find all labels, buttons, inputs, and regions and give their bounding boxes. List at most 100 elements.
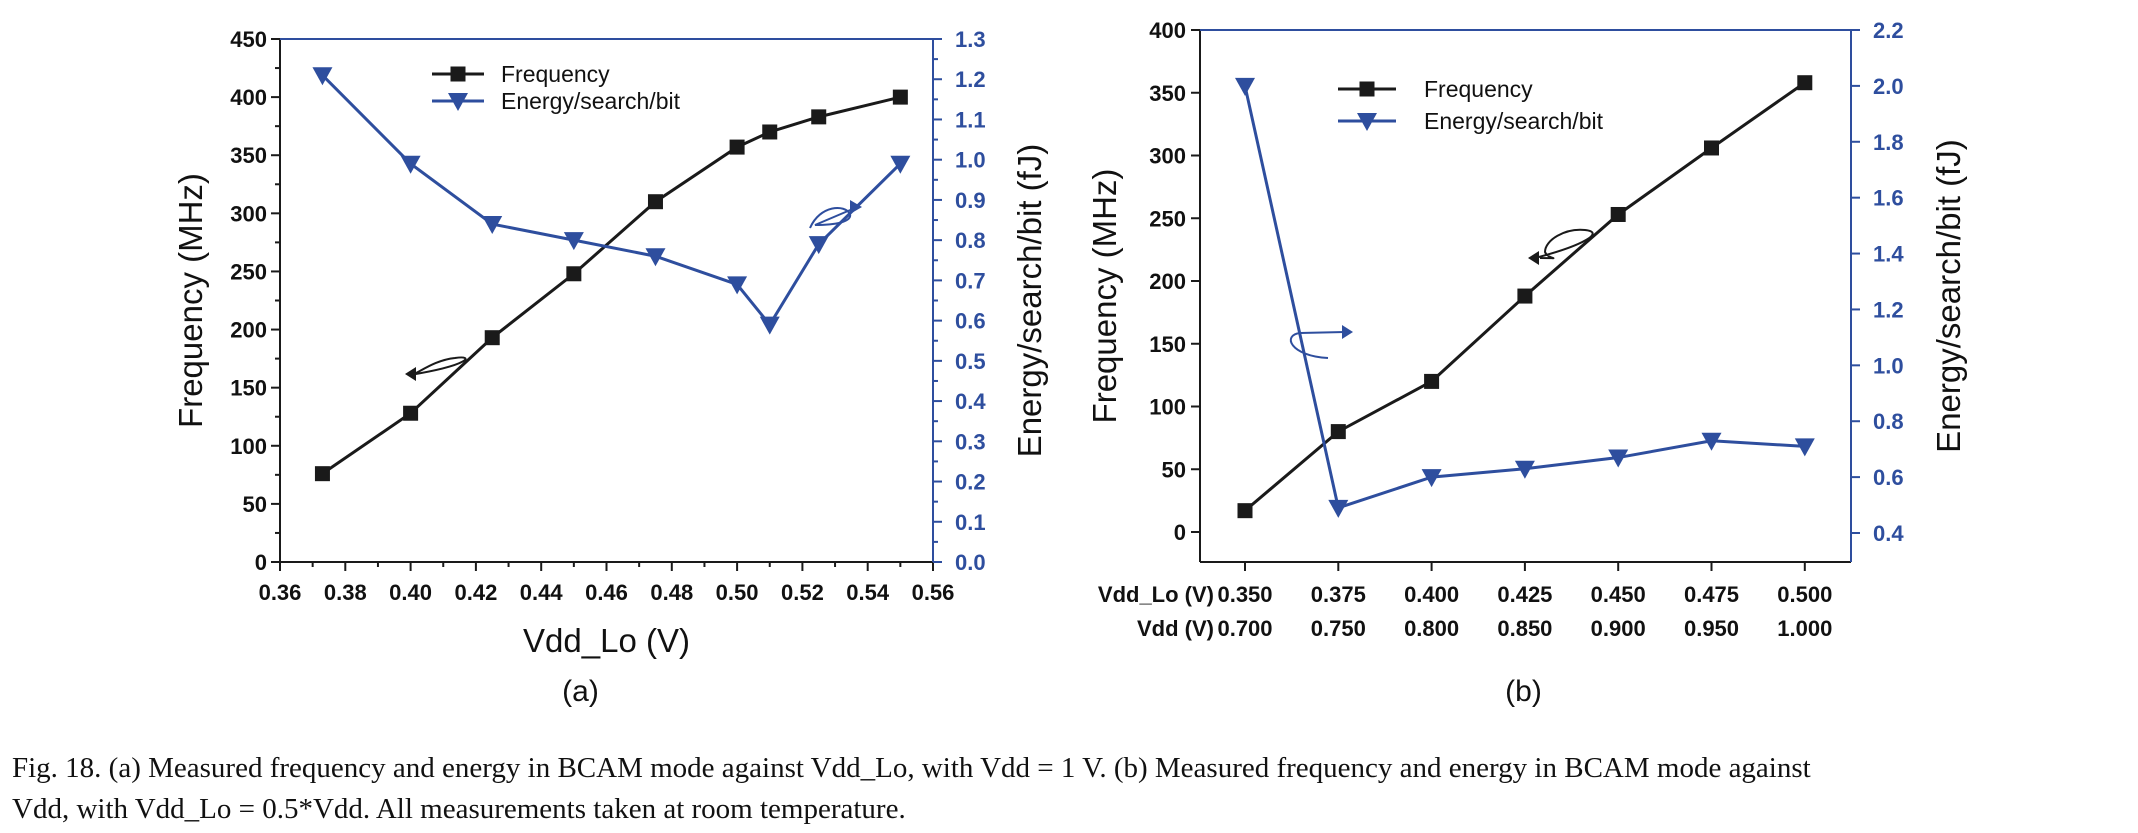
y-tick-label: 0 [1174, 520, 1186, 545]
x-tick-label: 0.56 [912, 580, 955, 605]
frequency-point [892, 89, 908, 105]
y2-tick-label: 0.5 [955, 349, 986, 374]
y-tick-label: 150 [230, 376, 267, 401]
y2-tick-label: 0.4 [1873, 521, 1904, 546]
x-tick-label: 0.38 [324, 580, 367, 605]
x-tick-label: 0.46 [585, 580, 628, 605]
energy-point [727, 276, 748, 295]
legend-energy-label: Energy/search/bit [501, 88, 681, 114]
legend-frequency-marker [450, 66, 466, 82]
y-tick-label: 400 [230, 85, 267, 110]
x-tick-label-vdd: 0.850 [1497, 616, 1552, 641]
y2-tick-label: 1.6 [1873, 186, 1904, 211]
energy-point [1794, 438, 1815, 457]
frequency-point [1517, 288, 1533, 304]
caption-line-1: Fig. 18. (a) Measured frequency and ener… [12, 752, 1811, 784]
y2-axis-title: Energy/search/bit (fJ) [1011, 144, 1048, 458]
frequency-point [1704, 140, 1719, 156]
energy-point [1421, 469, 1442, 488]
x-tick-label: 0.54 [846, 580, 890, 605]
curl-arrow-left-head [405, 367, 416, 381]
y-axis-title: Frequency (MHz) [172, 173, 209, 428]
curl-arrow-right-head [1342, 325, 1353, 339]
energy-point [482, 216, 503, 235]
y2-tick-label: 0.6 [955, 309, 986, 334]
frequency-point [403, 405, 419, 421]
y2-tick-label: 0.8 [1873, 409, 1904, 434]
y2-tick-label: 0.1 [955, 510, 986, 535]
y2-tick-label: 0.7 [955, 268, 986, 293]
y-tick-label: 150 [1149, 332, 1186, 357]
y-tick-label: 0 [255, 550, 267, 575]
x-tick-label-vdd-lo: 0.375 [1311, 582, 1366, 607]
frequency-point [1330, 424, 1346, 440]
y-tick-label: 400 [1149, 18, 1186, 43]
y2-tick-label: 0.4 [955, 389, 986, 414]
frequency-point [1797, 75, 1813, 91]
frequency-point [484, 330, 500, 346]
y-axis-title: Frequency (MHz) [1086, 169, 1123, 424]
y2-tick-label: 1.0 [955, 148, 986, 173]
y2-tick-label: 0.0 [955, 550, 986, 575]
y2-tick-label: 0.6 [1873, 465, 1904, 490]
y2-tick-label: 1.0 [1873, 353, 1904, 378]
y-tick-label: 250 [1149, 206, 1186, 231]
y2-tick-label: 1.2 [955, 67, 986, 92]
frequency-point [1237, 503, 1253, 519]
legend-energy-marker [1357, 113, 1377, 131]
legend-frequency-marker [1359, 81, 1375, 97]
caption-line-2: Vdd, with Vdd_Lo = 0.5*Vdd. All measurem… [12, 793, 906, 825]
x-tick-label-vdd-lo: 0.350 [1217, 582, 1272, 607]
curl-arrow-left-head [1528, 251, 1539, 265]
legend-frequency-label: Frequency [1424, 76, 1533, 102]
x-axis-title: Vdd_Lo (V) [523, 622, 690, 659]
row-label-vdd-lo: Vdd_Lo (V) [1098, 582, 1214, 607]
y2-tick-label: 2.2 [1873, 18, 1904, 43]
legend-frequency-label: Frequency [501, 61, 610, 87]
energy-point [1701, 432, 1722, 451]
x-tick-label-vdd-lo: 0.475 [1684, 582, 1739, 607]
x-tick-label-vdd: 0.700 [1217, 616, 1272, 641]
x-tick-label-vdd-lo: 0.400 [1404, 582, 1459, 607]
frequency-point [762, 124, 778, 140]
x-tick-label-vdd: 0.750 [1311, 616, 1366, 641]
y-tick-label: 50 [243, 492, 267, 517]
energy-point [645, 248, 666, 267]
y2-axis-title: Energy/search/bit (fJ) [1930, 139, 1967, 453]
y-tick-label: 100 [230, 434, 267, 459]
figure-caption: Fig. 18. (a) Measured frequency and ener… [12, 748, 2132, 830]
frequency-point [729, 139, 745, 155]
x-tick-label: 0.44 [520, 580, 564, 605]
y-tick-label: 100 [1149, 395, 1186, 420]
y-tick-label: 200 [1149, 269, 1186, 294]
x-tick-label: 0.42 [454, 580, 497, 605]
x-tick-label: 0.52 [781, 580, 824, 605]
legend-energy-marker [448, 93, 468, 111]
frequency-point [1424, 373, 1440, 389]
x-tick-label-vdd: 0.800 [1404, 616, 1459, 641]
curl-arrow-right [1289, 331, 1346, 359]
y2-tick-label: 0.8 [955, 228, 986, 253]
curl-arrow-right-head [850, 200, 862, 214]
y-tick-label: 300 [230, 201, 267, 226]
energy-point [890, 155, 911, 174]
energy-point [312, 67, 333, 86]
energy-point [1514, 460, 1535, 479]
frequency-point [566, 266, 582, 282]
y2-tick-label: 0.3 [955, 429, 986, 454]
frequency-point [314, 466, 330, 482]
x-tick-label: 0.40 [389, 580, 432, 605]
x-tick-label-vdd-lo: 0.450 [1591, 582, 1646, 607]
x-tick-label: 0.50 [716, 580, 759, 605]
curl-arrow-left [409, 356, 467, 376]
x-tick-label-vdd: 0.900 [1591, 616, 1646, 641]
y2-tick-label: 0.2 [955, 470, 986, 495]
x-tick-label-vdd: 1.000 [1777, 616, 1832, 641]
energy-point [1235, 77, 1255, 96]
y-tick-label: 350 [230, 143, 267, 168]
y-tick-label: 200 [230, 318, 267, 343]
energy-point [1608, 449, 1629, 468]
y-tick-label: 50 [1162, 457, 1186, 482]
x-tick-label-vdd-lo: 0.425 [1497, 582, 1552, 607]
panel-a-chart: 0.36 0.38 0.40 0.42 0.44 0.46 0.48 0.50 0.52 0.54… [172, 27, 1048, 708]
